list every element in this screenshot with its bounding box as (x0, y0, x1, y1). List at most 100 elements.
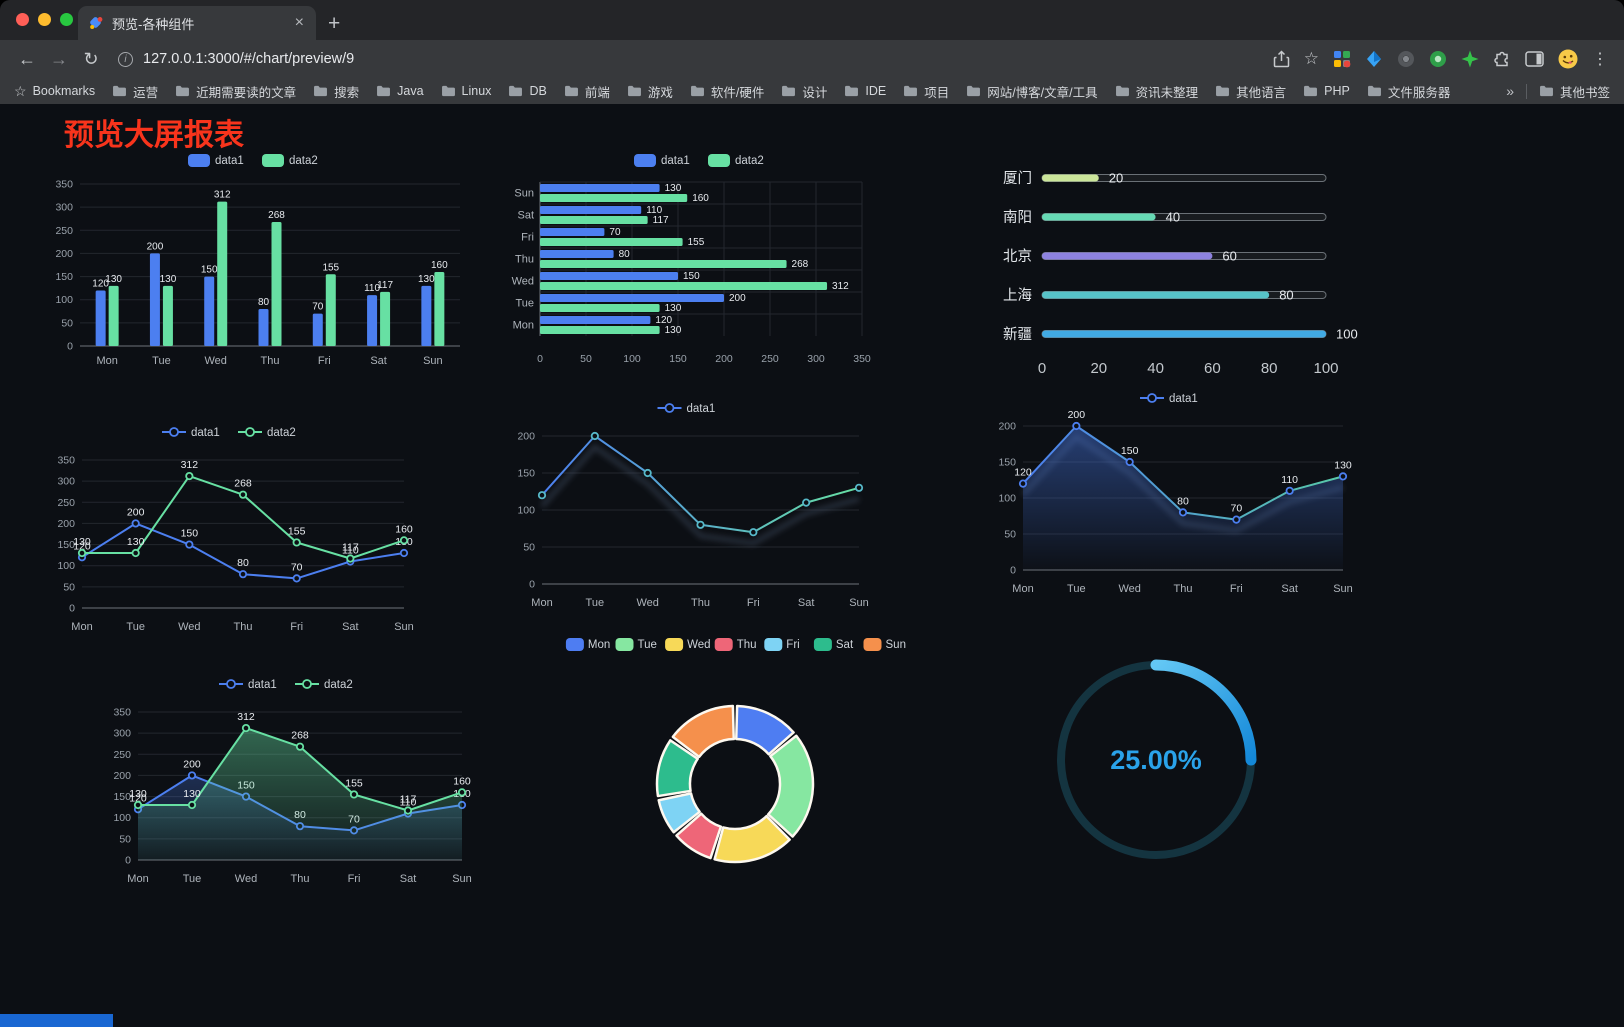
area-line-chart[interactable]: data1 0 50 100 150 200 Mon Tue Wed Thu Fri Sat Sun 12… (981, 386, 1359, 604)
svg-text:312: 312 (237, 711, 255, 723)
grouped-bar-chart[interactable]: data1 data2 0 50 100 150 200 250 300 350 Mon Tue Wed… (36, 148, 472, 376)
legend-item-Thu[interactable]: Thu (714, 638, 757, 651)
extensions-puzzle-icon[interactable] (1493, 50, 1511, 68)
svg-text:Sun: Sun (452, 873, 472, 885)
bookmark-folder-14[interactable]: 其他语言 (1215, 82, 1286, 101)
svg-text:Fri: Fri (290, 621, 303, 633)
zoom-window-button[interactable] (60, 13, 73, 26)
bookmark-folder-8[interactable]: 软件/硬件 (690, 82, 764, 101)
site-info-icon[interactable]: i (118, 51, 133, 67)
dual-line-chart[interactable]: data1 data2 0 50 100 150 200 250 300 350 Mon Tue Wed… (40, 420, 420, 642)
bookmark-folder-7[interactable]: 游戏 (627, 82, 673, 101)
svg-text:200: 200 (998, 421, 1016, 433)
extension-dark-circle-icon[interactable] (1397, 50, 1415, 68)
dual-area-line-chart[interactable]: data1 data2 0 50 100 150 200 250 300 350 Mon Tue Wed… (96, 672, 478, 894)
legend-item-data1[interactable]: data1 (634, 154, 690, 167)
bookmark-folder-10[interactable]: IDE (844, 84, 886, 98)
bookmark-folder-13[interactable]: 资讯未整理 (1115, 82, 1198, 101)
svg-text:160: 160 (453, 775, 471, 787)
bookmark-item-bookmarks[interactable]: ☆ Bookmarks (14, 83, 95, 100)
donut-slice-Sat (655, 739, 699, 798)
reload-button[interactable]: ↻ (83, 48, 99, 69)
svg-text:200: 200 (147, 241, 164, 252)
bookmark-folder-4[interactable]: Linux (441, 84, 491, 98)
legend-item-Mon[interactable]: Mon (565, 638, 610, 651)
address-bar[interactable]: 127.0.0.1:3000/#/chart/preview/9 (143, 51, 355, 67)
horizontal-bar-chart[interactable]: data1 data2 0 50 100 150 200 250 300 350 Sun Sat Fri… (500, 148, 900, 376)
progress-bar-chart[interactable]: 厦门 20 南阳 40 北京 60 上海 80 新疆 100 0 20 40 60 80 100 (986, 152, 1366, 392)
svg-text:80: 80 (258, 297, 270, 308)
bookmark-folder-6[interactable]: 前端 (564, 82, 610, 101)
bookmark-folder-1[interactable]: 近期需要读的文章 (175, 82, 296, 101)
legend-item-data1[interactable]: data1 (188, 154, 244, 167)
svg-text:Wed: Wed (178, 621, 200, 633)
folder-icon (176, 85, 190, 97)
bookmark-folder-11[interactable]: 项目 (903, 82, 949, 101)
bookmark-folder-16[interactable]: 文件服务器 (1367, 82, 1450, 101)
bookmarks-separator (1525, 83, 1527, 99)
side-panel-icon[interactable] (1525, 51, 1544, 67)
extension-kite-icon[interactable] (1365, 50, 1383, 68)
legend-item-data1[interactable]: data1 (219, 679, 277, 691)
bookmark-folder-0[interactable]: 运营 (112, 82, 158, 101)
legend-item-Wed[interactable]: Wed (665, 638, 711, 651)
new-tab-button[interactable]: + (328, 12, 341, 35)
svg-text:Fri: Fri (348, 873, 361, 885)
donut-chart[interactable]: Mon Tue Wed Thu Fri Sat Sun (545, 632, 925, 882)
svg-text:130: 130 (105, 274, 122, 285)
chart-line-dual-svg: data1 data2 0 50 100 150 200 250 300 350 Mon Tue Wed… (57, 427, 413, 633)
star-icon: ☆ (14, 82, 27, 99)
legend-item-data2[interactable]: data2 (708, 154, 764, 167)
extension-green-star-icon[interactable] (1461, 50, 1479, 68)
legend-item-data2[interactable]: data2 (238, 427, 296, 439)
svg-text:Fri: Fri (318, 355, 331, 367)
bar (271, 221, 282, 346)
bookmark-folder-12[interactable]: 网站/博客/文章/工具 (966, 82, 1098, 101)
extension-colorful-icon[interactable] (1333, 50, 1351, 68)
svg-text:150: 150 (55, 271, 73, 283)
forward-button[interactable]: → (50, 48, 68, 69)
progress-fill (1042, 213, 1156, 221)
extension-green-circle-icon[interactable] (1429, 50, 1447, 68)
svg-text:40: 40 (1166, 210, 1180, 225)
bookmark-folder-3[interactable]: Java (376, 84, 424, 98)
legend-item-Fri[interactable]: Fri (764, 638, 800, 651)
donut-slice-Thu (675, 812, 723, 860)
svg-text:130: 130 (665, 325, 682, 336)
bookmarks-overflow-chevron[interactable]: » (1506, 83, 1514, 99)
bar (108, 285, 119, 346)
folder-icon (314, 85, 328, 97)
svg-text:Sun: Sun (1333, 583, 1353, 595)
legend-item-Sun[interactable]: Sun (863, 638, 906, 651)
bookmark-label: 设计 (802, 85, 828, 100)
legend-item-data1[interactable]: data1 (162, 427, 220, 439)
tab-close-icon[interactable]: × (294, 14, 304, 31)
back-button[interactable]: ← (18, 48, 36, 69)
minimize-window-button[interactable] (38, 13, 51, 26)
svg-text:100: 100 (55, 294, 73, 306)
svg-text:data2: data2 (267, 427, 296, 439)
bookmark-folder-5[interactable]: DB (508, 84, 547, 98)
legend-item-data2[interactable]: data2 (262, 154, 318, 167)
browser-menu-icon[interactable]: ⋮ (1592, 51, 1608, 68)
folder-icon (1367, 85, 1381, 97)
profile-avatar[interactable] (1558, 49, 1578, 69)
legend-item-Tue[interactable]: Tue (615, 638, 657, 651)
gradient-line-chart[interactable]: data1 0 50 100 150 200 Mon Tue Wed Thu Fri Sat Sun (500, 396, 875, 618)
svg-text:Mon: Mon (588, 639, 610, 651)
gauge-chart[interactable]: 25.00% (1050, 646, 1262, 870)
share-icon[interactable] (1273, 50, 1290, 68)
bookmark-label: Java (397, 84, 424, 98)
bookmark-star-icon[interactable]: ☆ (1303, 49, 1319, 68)
bookmark-folder-2[interactable]: 搜索 (313, 82, 359, 101)
svg-text:150: 150 (181, 528, 199, 540)
close-window-button[interactable] (16, 13, 29, 26)
bookmark-folder-15[interactable]: PHP (1303, 84, 1350, 98)
legend-item-data1[interactable]: data1 (1140, 393, 1198, 405)
legend-item-data2[interactable]: data2 (295, 679, 353, 691)
legend-item-Sat[interactable]: Sat (813, 638, 854, 651)
browser-tab[interactable]: 预览-各种组件 × (78, 6, 316, 40)
legend-item-data1[interactable]: data1 (657, 403, 716, 415)
bookmark-folder-9[interactable]: 设计 (781, 82, 827, 101)
bookmark-other-bookmarks[interactable]: 其他书签 (1539, 82, 1610, 101)
